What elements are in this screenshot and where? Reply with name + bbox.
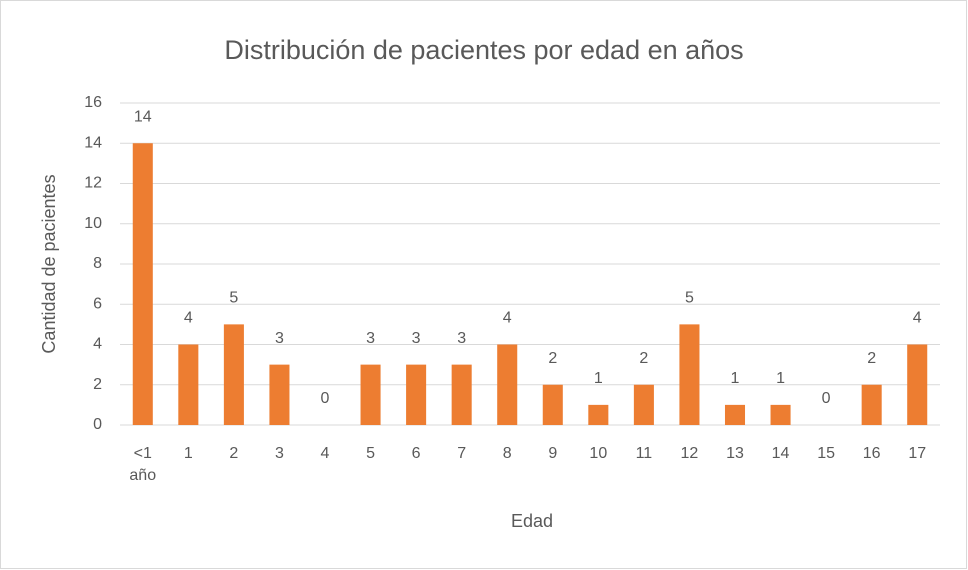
bar	[679, 324, 700, 425]
bar	[907, 344, 928, 425]
data-label: 4	[184, 310, 193, 327]
data-label: 2	[639, 350, 648, 367]
x-tick-label: 10	[589, 445, 608, 462]
x-tick-label: 9	[548, 445, 558, 462]
x-tick-label: 14	[771, 445, 790, 462]
bar	[269, 364, 290, 425]
x-tick-label: 5	[366, 445, 375, 462]
y-tick-label: 6	[93, 295, 102, 312]
x-tick-label: 3	[274, 445, 284, 462]
data-label: 1	[731, 370, 740, 387]
bar	[633, 384, 654, 425]
data-label: 3	[366, 330, 375, 347]
bar	[451, 364, 472, 425]
x-tick-label: 1	[183, 445, 193, 462]
data-label: 3	[457, 330, 466, 347]
data-label: 2	[867, 350, 876, 367]
data-label: 3	[412, 330, 421, 347]
x-tick-label: 7	[457, 445, 467, 462]
data-label: 0	[822, 390, 831, 407]
bar	[542, 384, 563, 425]
data-label: 1	[594, 370, 603, 387]
data-label: 0	[321, 390, 330, 407]
x-tick-label: <1 año	[129, 445, 157, 484]
y-axis-label: Cantidad de pacientes	[39, 174, 59, 353]
x-tick-label: 15	[817, 445, 835, 462]
bar	[360, 364, 381, 425]
chart-title: Distribución de pacientes por edad en añ…	[224, 35, 743, 65]
x-axis-label: Edad	[511, 511, 553, 531]
bar	[770, 404, 791, 425]
data-label: 5	[229, 290, 238, 307]
bar	[588, 404, 609, 425]
x-tick-label: 2	[229, 445, 239, 462]
bar	[861, 384, 882, 425]
y-tick-label: 12	[84, 175, 102, 192]
x-tick-label: 12	[680, 445, 699, 462]
x-tick-label: 17	[908, 445, 927, 462]
bar	[497, 344, 518, 425]
x-tick-label: 16	[862, 445, 881, 462]
data-label: 4	[913, 310, 922, 327]
x-tick-label: 6	[411, 445, 421, 462]
y-tick-label: 14	[84, 134, 102, 151]
bar	[724, 404, 746, 425]
y-tick-label: 10	[84, 215, 102, 232]
y-tick-label: 4	[93, 336, 102, 353]
bar	[223, 324, 244, 425]
x-tick-label: 11	[635, 445, 653, 462]
y-tick-label: 8	[93, 255, 102, 272]
data-label: 3	[275, 330, 284, 347]
bar	[178, 344, 199, 425]
x-tick-label: 13	[726, 445, 744, 462]
bar	[406, 364, 427, 425]
data-label: 1	[776, 370, 785, 387]
bar	[132, 143, 153, 425]
data-label: 5	[685, 290, 694, 307]
data-label: 4	[503, 310, 512, 327]
data-label: 14	[134, 108, 152, 125]
x-tick-label: 4	[320, 445, 330, 462]
y-tick-label: 0	[93, 416, 102, 433]
y-tick-label: 2	[93, 376, 102, 393]
data-label: 2	[548, 350, 557, 367]
x-tick-label: 8	[502, 445, 512, 462]
y-tick-label: 16	[84, 94, 102, 111]
